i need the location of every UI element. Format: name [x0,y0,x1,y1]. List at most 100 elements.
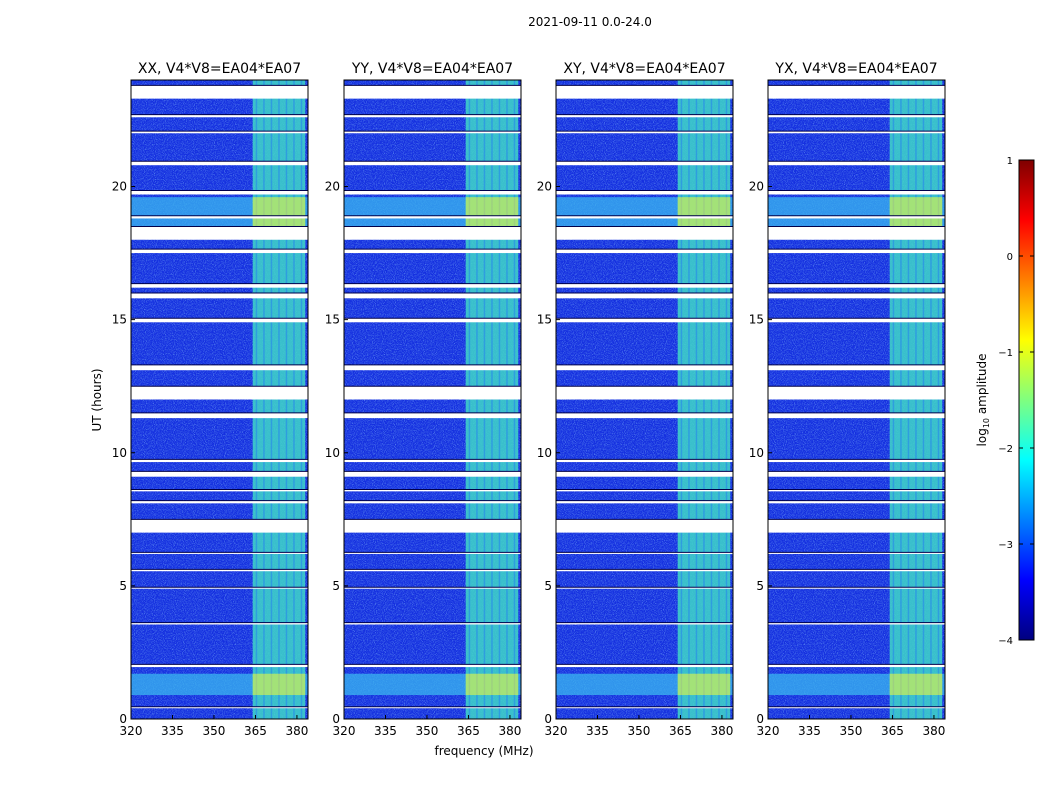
x-tick-label: 380 [285,724,308,738]
data-gap [344,489,521,492]
x-tick-label: 320 [545,724,568,738]
x-tick-label: 365 [669,724,692,738]
data-gap [344,293,521,299]
data-gap [556,215,733,219]
data-gap [131,85,308,99]
data-gap [556,293,733,299]
y-tick-label: 5 [756,579,764,593]
rfi-bright [677,197,731,227]
data-gap [768,569,945,572]
x-tick-label: 380 [710,724,733,738]
data-gap [131,131,308,134]
data-gap [344,587,521,589]
data-gap [768,664,945,668]
data-gap [768,131,945,134]
data-gap [556,386,733,400]
data-gap [344,471,521,477]
data-gap [556,190,733,195]
panel-0: XX, V4*V8=EA04*EA07 320 335 350 365 380 0 5 10 15… [112,61,309,738]
y-tick-label: 20 [749,180,764,194]
panel-title: XY, V4*V8=EA04*EA07 [563,61,725,77]
y-tick-label: 20 [537,180,552,194]
data-gap [768,293,945,299]
rfi-bright [252,197,306,227]
data-gap [131,161,308,166]
data-gap [556,412,733,419]
y-tick-label: 0 [756,712,764,726]
x-tick-label: 335 [586,724,609,738]
data-gap [344,161,521,166]
y-tick-label: 10 [537,446,552,460]
colorbar-tick-label: 0 [1007,252,1013,263]
data-gap [344,622,521,625]
y-tick-label: 15 [749,313,764,327]
data-gap [556,364,733,371]
y-tick-label: 15 [537,313,552,327]
data-gap [556,706,733,709]
colorbar-tick-label: −1 [998,348,1013,359]
y-tick-label: 5 [119,579,127,593]
data-gap [768,226,945,240]
data-gap [344,519,521,533]
data-gap [768,489,945,492]
data-gap [344,318,521,323]
y-tick-label: 10 [749,446,764,460]
data-gap [344,386,521,400]
data-gap [344,215,521,219]
data-gap [131,190,308,195]
data-gap [768,114,945,118]
data-gap [131,386,308,400]
y-tick-label: 10 [325,446,340,460]
data-gap [131,587,308,589]
data-gap [768,706,945,709]
data-gap [556,459,733,463]
rfi-bright [889,673,943,696]
panel-title: YX, V4*V8=EA04*EA07 [774,61,937,77]
data-gap [344,249,521,254]
rfi-bright [677,673,731,696]
data-gap [556,500,733,504]
x-axis-label: frequency (MHz) [434,744,533,758]
data-gap [131,622,308,625]
data-gap [344,85,521,99]
data-gap [344,552,521,554]
y-tick-label: 0 [544,712,552,726]
panel-1: YY, V4*V8=EA04*EA07 320 335 350 365 380 0 5 10 15… [325,61,522,738]
panel-title: YY, V4*V8=EA04*EA07 [351,61,513,77]
x-tick-label: 320 [333,724,356,738]
data-gap [556,283,733,288]
data-gap [556,569,733,572]
data-gap [768,552,945,554]
data-gap [344,364,521,371]
data-gap [344,190,521,195]
x-tick-label: 350 [628,724,651,738]
data-gap [768,587,945,589]
y-tick-label: 5 [544,579,552,593]
data-gap [556,226,733,240]
data-gap [768,283,945,288]
data-gap [768,161,945,166]
data-gap [556,519,733,533]
rfi-bright [889,197,943,227]
data-gap [768,471,945,477]
data-gap [131,226,308,240]
data-gap [131,412,308,419]
data-gap [344,412,521,419]
data-gap [768,318,945,323]
y-tick-label: 5 [332,579,340,593]
x-tick-label: 365 [244,724,267,738]
y-tick-label: 10 [112,446,127,460]
colorbar: 1 0 −1 −2 −3 −4 log10 amplitude [975,156,1035,647]
x-tick-label: 320 [757,724,780,738]
data-gap [131,114,308,118]
data-gap [131,459,308,463]
x-tick-label: 365 [881,724,904,738]
data-gap [556,318,733,323]
x-tick-label: 365 [457,724,480,738]
data-gap [556,85,733,99]
data-gap [768,364,945,371]
data-gap [344,114,521,118]
panel-title: XX, V4*V8=EA04*EA07 [138,61,301,77]
data-gap [131,293,308,299]
